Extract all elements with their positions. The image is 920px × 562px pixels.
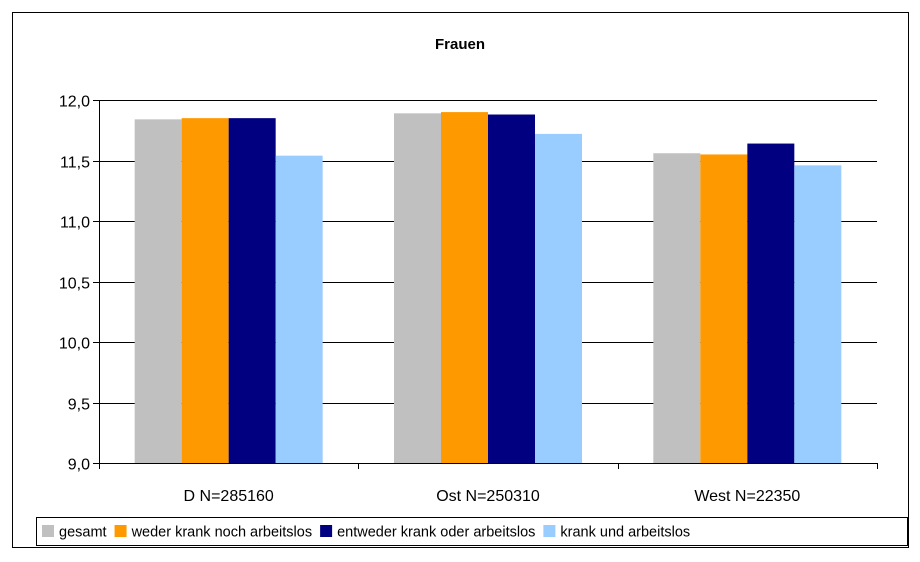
legend-swatch bbox=[42, 525, 54, 537]
y-tick-label: 11,5 bbox=[60, 155, 90, 172]
bar bbox=[535, 133, 582, 463]
legend-swatch bbox=[114, 525, 127, 537]
y-tick-label: 9,5 bbox=[68, 397, 90, 414]
legend-swatch bbox=[320, 525, 333, 537]
bar bbox=[441, 112, 488, 463]
x-tick-label: D N=285160 bbox=[184, 488, 274, 505]
y-tick-label: 10,0 bbox=[59, 336, 90, 353]
legend-label: gesamt bbox=[59, 525, 107, 541]
legend-box bbox=[36, 517, 908, 546]
y-tick-label: 11,0 bbox=[60, 215, 90, 232]
y-tick-label: 10,5 bbox=[59, 276, 90, 293]
x-tick-label: West N=22350 bbox=[694, 488, 800, 505]
x-tick-label: Ost N=250310 bbox=[436, 488, 540, 505]
bar bbox=[228, 118, 276, 464]
bar bbox=[794, 165, 842, 463]
bar bbox=[394, 113, 441, 463]
bar bbox=[700, 154, 748, 463]
bar bbox=[488, 114, 535, 464]
legend-label: weder krank noch arbeitslos bbox=[131, 525, 313, 541]
chart-title: Frauen bbox=[435, 36, 485, 53]
legend-label: krank und arbeitslos bbox=[560, 525, 690, 541]
legend-label: entweder krank oder arbeitslos bbox=[337, 525, 535, 541]
bar bbox=[181, 118, 229, 464]
bar bbox=[747, 143, 795, 463]
bar bbox=[275, 155, 323, 463]
bar bbox=[134, 119, 182, 464]
bar bbox=[653, 153, 701, 464]
legend-swatch bbox=[543, 525, 556, 537]
y-tick-label: 9,0 bbox=[68, 457, 90, 474]
y-tick-label: 12,0 bbox=[59, 94, 90, 111]
